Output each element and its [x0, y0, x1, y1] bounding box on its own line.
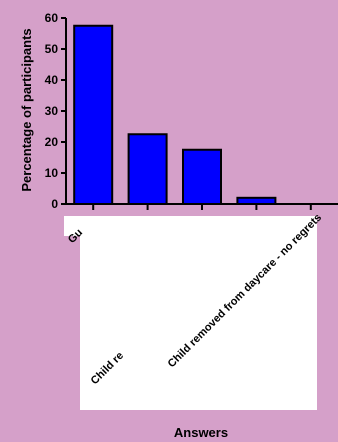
y-tick-label: 60 [45, 11, 59, 25]
occluding-panel [80, 216, 317, 410]
y-tick-label: 30 [45, 104, 59, 118]
y-axis-title: Percentage of participants [19, 28, 34, 191]
y-tick-label: 50 [45, 42, 59, 56]
y-tick-label: 20 [45, 135, 59, 149]
y-axis-ticks: 0 10 20 30 40 50 60 [45, 11, 66, 211]
x-axis-title: Answers [174, 425, 228, 440]
bar [73, 24, 114, 205]
y-tick-label: 10 [45, 166, 59, 180]
x-axis-ticks [92, 204, 312, 210]
y-tick-label: 40 [45, 73, 59, 87]
bars [73, 24, 277, 206]
bar [182, 148, 222, 205]
bar [127, 133, 168, 205]
y-tick-label: 0 [51, 197, 58, 211]
